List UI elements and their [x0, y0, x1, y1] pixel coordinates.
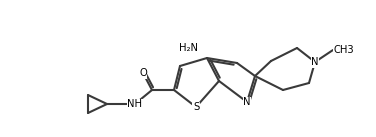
- Text: S: S: [193, 102, 199, 112]
- Text: H₂N: H₂N: [179, 43, 197, 53]
- Text: NH: NH: [127, 99, 143, 109]
- Text: N: N: [311, 57, 319, 67]
- Text: CH3: CH3: [333, 45, 353, 55]
- Text: N: N: [243, 97, 251, 107]
- Text: O: O: [139, 68, 147, 78]
